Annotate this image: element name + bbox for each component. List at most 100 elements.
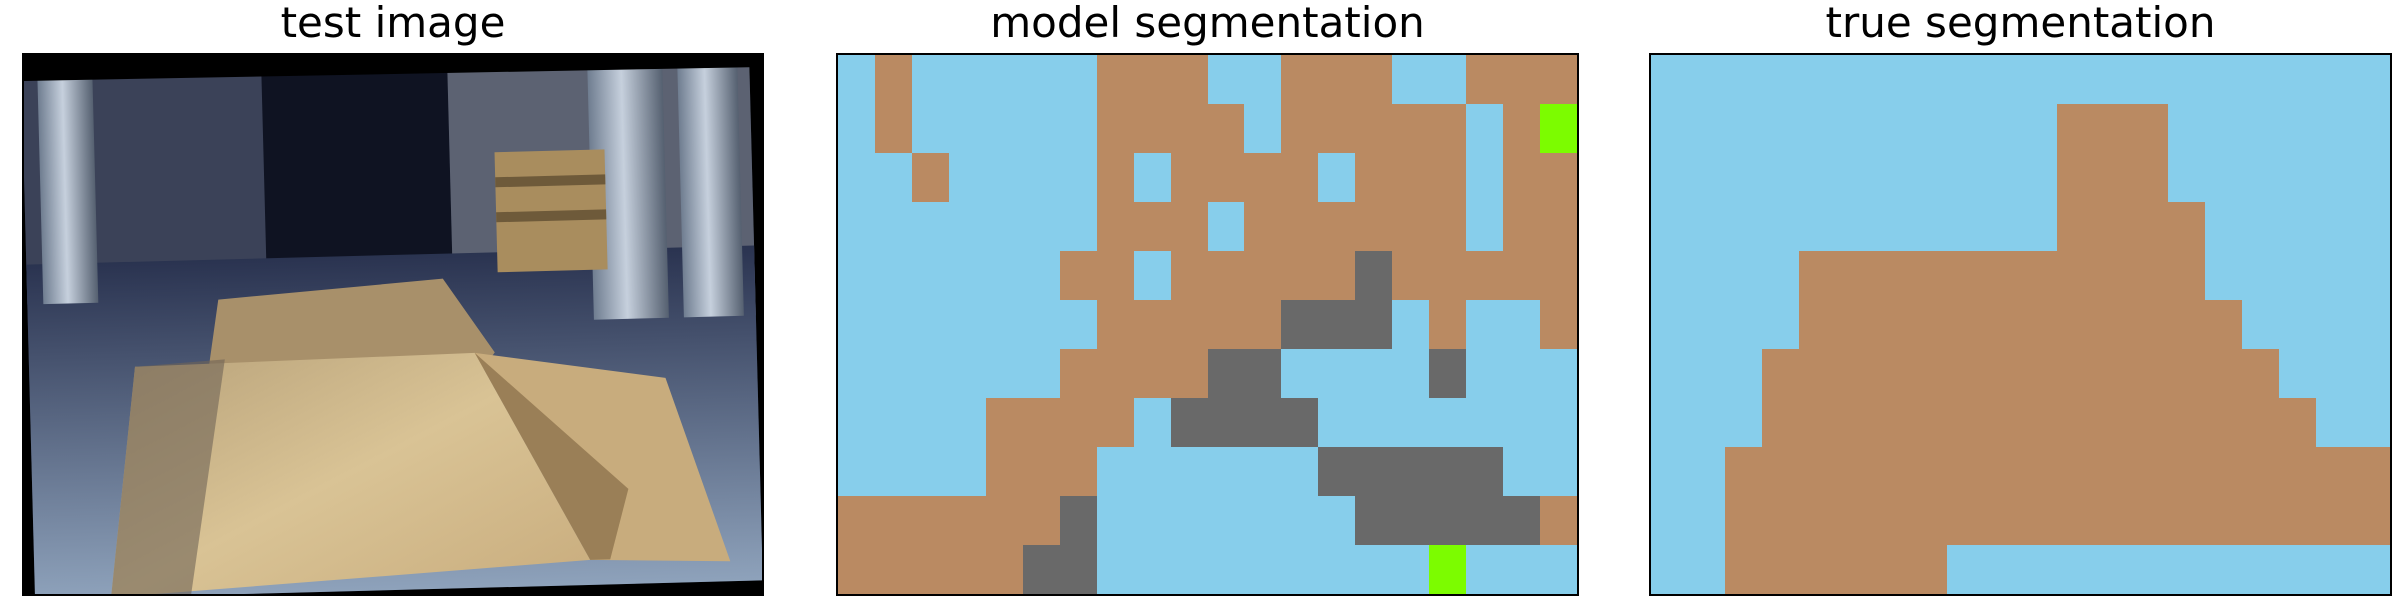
segmentation-cell bbox=[1687, 447, 1725, 496]
segmentation-cell bbox=[1318, 545, 1356, 594]
segmentation-cell bbox=[838, 202, 875, 251]
segmentation-cell bbox=[911, 55, 949, 104]
segmentation-cell bbox=[2131, 300, 2169, 349]
segmentation-cell bbox=[948, 545, 986, 594]
segmentation-cell bbox=[874, 496, 912, 545]
segmentation-cell bbox=[1798, 251, 1836, 300]
segmentation-cell bbox=[2131, 251, 2169, 300]
segmentation-cell bbox=[2131, 447, 2169, 496]
segmentation-cell bbox=[1798, 447, 1836, 496]
segmentation-cell bbox=[1281, 447, 1319, 496]
segmentation-cell bbox=[1835, 447, 1873, 496]
segmentation-cell bbox=[1096, 545, 1134, 594]
segmentation-cell bbox=[874, 55, 912, 104]
segmentation-cell bbox=[1872, 496, 1910, 545]
segmentation-cell bbox=[2316, 153, 2354, 202]
segmentation-cell bbox=[1392, 300, 1430, 349]
segmentation-cell bbox=[1946, 104, 1984, 153]
segmentation-cell bbox=[1687, 202, 1725, 251]
segmentation-cell bbox=[2131, 496, 2169, 545]
segmentation-cell bbox=[1207, 300, 1245, 349]
segmentation-cell bbox=[1170, 251, 1208, 300]
segmentation-cell bbox=[2094, 251, 2132, 300]
segmentation-cell bbox=[1946, 153, 1984, 202]
segmentation-cell bbox=[2094, 496, 2132, 545]
segmentation-cell bbox=[1318, 300, 1356, 349]
segmentation-cell bbox=[948, 398, 986, 447]
segmentation-cell bbox=[1909, 153, 1947, 202]
segmentation-cell bbox=[1281, 202, 1319, 251]
segmentation-cell bbox=[838, 349, 875, 398]
segmentation-cell bbox=[1355, 251, 1393, 300]
segmentation-cell bbox=[1244, 202, 1282, 251]
segmentation-cell bbox=[2205, 349, 2243, 398]
segmentation-cell bbox=[2020, 153, 2058, 202]
segmentation-cell bbox=[1022, 349, 1060, 398]
segmentation-cell bbox=[2316, 447, 2354, 496]
segmentation-cell bbox=[1429, 55, 1467, 104]
segmentation-cell bbox=[2020, 398, 2058, 447]
segmentation-cell bbox=[2205, 545, 2243, 594]
segmentation-cell bbox=[2353, 104, 2390, 153]
segmentation-cell bbox=[1540, 349, 1577, 398]
segmentation-cell bbox=[1466, 447, 1504, 496]
segmentation-cell bbox=[2094, 398, 2132, 447]
test-image-panel bbox=[22, 53, 764, 596]
segmentation-cell bbox=[1724, 104, 1762, 153]
segmentation-cell bbox=[1170, 153, 1208, 202]
segmentation-cell bbox=[1355, 545, 1393, 594]
segmentation-cell bbox=[1872, 153, 1910, 202]
segmentation-cell bbox=[838, 496, 875, 545]
segmentation-cell bbox=[2242, 545, 2280, 594]
segmentation-cell bbox=[1207, 349, 1245, 398]
segmentation-cell bbox=[948, 202, 986, 251]
segmentation-cell bbox=[2242, 153, 2280, 202]
segmentation-cell bbox=[1983, 153, 2021, 202]
segmentation-cell bbox=[1540, 545, 1577, 594]
segmentation-cell bbox=[1946, 398, 1984, 447]
segmentation-cell bbox=[1133, 447, 1171, 496]
segmentation-cell bbox=[2131, 104, 2169, 153]
segmentation-cell bbox=[1244, 55, 1282, 104]
segmentation-cell bbox=[2168, 104, 2206, 153]
segmentation-cell bbox=[1983, 104, 2021, 153]
segmentation-cell bbox=[2279, 251, 2317, 300]
model-segmentation-panel bbox=[836, 53, 1579, 596]
segmentation-cell bbox=[1170, 447, 1208, 496]
segmentation-cell bbox=[838, 300, 875, 349]
segmentation-cell bbox=[1207, 545, 1245, 594]
segmentation-cell bbox=[2242, 202, 2280, 251]
segmentation-cell bbox=[1909, 398, 1947, 447]
segmentation-cell bbox=[1096, 104, 1134, 153]
segmentation-cell bbox=[2094, 300, 2132, 349]
segmentation-cell bbox=[1724, 55, 1762, 104]
segmentation-cell bbox=[2353, 202, 2390, 251]
segmentation-cell bbox=[1835, 153, 1873, 202]
segmentation-cell bbox=[2168, 153, 2206, 202]
segmentation-cell bbox=[1318, 104, 1356, 153]
segmentation-cell bbox=[1392, 398, 1430, 447]
segmentation-cell bbox=[2131, 202, 2169, 251]
segmentation-cell bbox=[1022, 545, 1060, 594]
segmentation-cell bbox=[1798, 496, 1836, 545]
segmentation-cell bbox=[1318, 447, 1356, 496]
segmentation-cell bbox=[874, 398, 912, 447]
segmentation-cell bbox=[1244, 300, 1282, 349]
segmentation-cell bbox=[1651, 545, 1688, 594]
segmentation-cell bbox=[1909, 300, 1947, 349]
segmentation-cell bbox=[985, 496, 1023, 545]
segmentation-cell bbox=[1761, 349, 1799, 398]
segmentation-cell bbox=[948, 104, 986, 153]
segmentation-cell bbox=[1022, 447, 1060, 496]
segmentation-cell bbox=[2057, 349, 2095, 398]
segmentation-cell bbox=[1281, 398, 1319, 447]
segmentation-cell bbox=[985, 202, 1023, 251]
segmentation-cell bbox=[1872, 545, 1910, 594]
segmentation-cell bbox=[1540, 153, 1577, 202]
segmentation-cell bbox=[2057, 153, 2095, 202]
segmentation-cell bbox=[1466, 153, 1504, 202]
segmentation-cell bbox=[1872, 300, 1910, 349]
segmentation-cell bbox=[2316, 300, 2354, 349]
segmentation-cell bbox=[2353, 496, 2390, 545]
segmentation-cell bbox=[2316, 349, 2354, 398]
